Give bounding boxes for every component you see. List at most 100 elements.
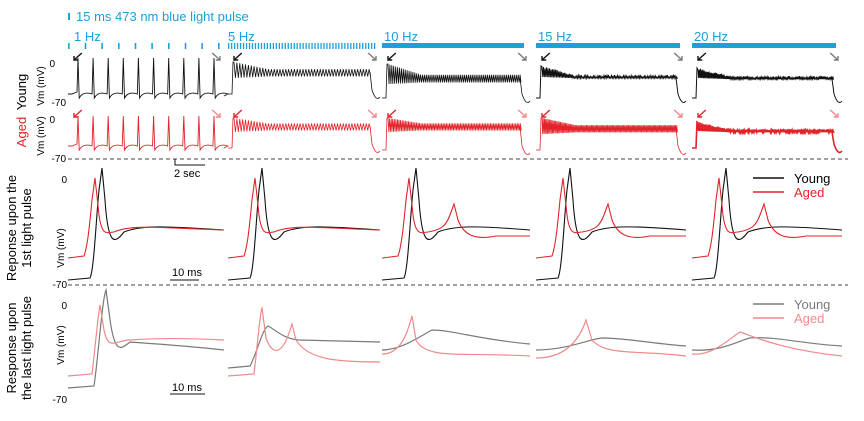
pulse-tick bbox=[234, 43, 235, 49]
arrow-aged-first-0 bbox=[74, 110, 82, 117]
arrow-aged-last-0 bbox=[212, 110, 220, 117]
last-pulse-traces bbox=[68, 290, 842, 388]
pulse-tick bbox=[350, 43, 351, 49]
pulse-bars bbox=[68, 43, 836, 49]
legend-first-aged-text: Aged bbox=[794, 185, 824, 200]
pulse-bar-solid-4 bbox=[692, 43, 836, 48]
row-label-first-pulse-1: Reponse upon the bbox=[4, 175, 19, 281]
pulse-tick bbox=[273, 43, 274, 49]
last-aged-2 bbox=[382, 316, 530, 356]
pulse-bar-solid-2 bbox=[382, 43, 524, 48]
pulse-tick bbox=[270, 43, 271, 49]
pulse-tick bbox=[249, 43, 250, 49]
tick-zero-aged: 0 bbox=[49, 115, 55, 126]
pulse-tick bbox=[317, 43, 318, 49]
aged-trace-10hz bbox=[382, 118, 530, 154]
pulse-tick bbox=[347, 43, 348, 49]
pulse-tick bbox=[261, 43, 262, 49]
pulse-tick bbox=[320, 43, 321, 49]
pulse-tick bbox=[185, 43, 187, 49]
scalebar-2sec: 2 sec bbox=[174, 159, 205, 180]
row-label-last-pulse-2: the last light pulse bbox=[19, 296, 34, 400]
pulse-tick bbox=[335, 43, 336, 49]
tick-minus70-aged: -70 bbox=[52, 154, 67, 165]
pulse-legend: 15 ms 473 nm blue light pulse bbox=[68, 9, 249, 24]
first-young-0 bbox=[68, 168, 224, 280]
first-pulse-traces bbox=[68, 168, 842, 280]
pulse-tick bbox=[276, 43, 277, 49]
row-label-aged: Aged bbox=[14, 117, 29, 147]
young-trace-5hz bbox=[228, 62, 380, 98]
scalebar-10ms-first: 10 ms bbox=[170, 267, 202, 280]
scalebar-10ms-last: 10 ms bbox=[170, 382, 205, 394]
pulse-tick bbox=[168, 43, 170, 49]
pulse-tick bbox=[326, 43, 327, 49]
aged-traces bbox=[68, 116, 842, 154]
pulse-tick bbox=[228, 43, 229, 49]
row-label-last-pulse-1: Response upon bbox=[4, 302, 19, 393]
pulse-tick bbox=[288, 43, 289, 49]
pulse-tick bbox=[353, 43, 354, 49]
scalebar-10ms-last-text: 10 ms bbox=[172, 382, 202, 394]
arrow-aged-last-2 bbox=[518, 110, 526, 117]
first-young-1 bbox=[228, 168, 380, 280]
pulse-tick bbox=[359, 43, 360, 49]
first-young-3 bbox=[536, 168, 686, 280]
pulse-tick bbox=[362, 43, 363, 49]
arrow-aged-first-2 bbox=[388, 110, 396, 117]
pulse-tick bbox=[267, 43, 268, 49]
last-aged-0 bbox=[68, 305, 224, 376]
pulse-tick bbox=[291, 43, 292, 49]
legend-first-young-text: Young bbox=[794, 171, 830, 186]
pulse-tick bbox=[329, 43, 330, 49]
scalebar-2sec-line bbox=[175, 159, 205, 165]
freq-label-5hz: 5 Hz bbox=[228, 29, 255, 44]
young-traces bbox=[68, 58, 842, 102]
arrow-aged-first-4 bbox=[698, 110, 706, 117]
freq-label-15hz: 15 Hz bbox=[538, 29, 572, 44]
pulse-tick bbox=[300, 43, 301, 49]
row-label-first-pulse-2: 1st light pulse bbox=[19, 188, 34, 268]
row-label-young: Young bbox=[14, 74, 29, 110]
pulse-tick bbox=[264, 43, 265, 49]
pulse-tick bbox=[282, 43, 283, 49]
pulse-tick bbox=[68, 43, 70, 49]
arrow-young-first-3 bbox=[542, 53, 550, 60]
vm-label-first: Vm (mV) bbox=[56, 228, 67, 267]
tick-minus70-first: -70 bbox=[53, 280, 68, 291]
pulse-tick bbox=[279, 43, 280, 49]
young-trace-15hz bbox=[536, 66, 686, 102]
pulse-tick bbox=[297, 43, 298, 49]
pulse-tick bbox=[201, 43, 203, 49]
pulse-tick bbox=[332, 43, 333, 49]
first-aged-1 bbox=[228, 178, 380, 258]
arrow-young-first-2 bbox=[388, 53, 396, 60]
legend-last: Young Aged bbox=[753, 297, 830, 326]
last-young-2 bbox=[382, 330, 530, 350]
pulse-tick bbox=[294, 43, 295, 49]
frequency-labels: 1 Hz 5 Hz 10 Hz 15 Hz 20 Hz bbox=[74, 29, 728, 44]
pulse-tick bbox=[303, 43, 304, 49]
tick-zero-young: 0 bbox=[49, 59, 55, 70]
pulse-bar-solid-3 bbox=[536, 43, 680, 48]
pulse-tick bbox=[356, 43, 357, 49]
last-young-4 bbox=[692, 338, 842, 351]
pulse-tick bbox=[308, 43, 309, 49]
aged-trace-20hz bbox=[692, 122, 842, 152]
pulse-tick bbox=[240, 43, 241, 49]
arrow-aged-first-3 bbox=[542, 110, 550, 117]
arrow-young-first-1 bbox=[234, 53, 242, 60]
pulse-tick bbox=[374, 43, 375, 49]
pulse-tick bbox=[341, 43, 342, 49]
young-trace-10hz bbox=[382, 64, 530, 102]
pulse-tick bbox=[371, 43, 372, 49]
arrow-aged-last-1 bbox=[368, 110, 376, 117]
arrow-aged-last-4 bbox=[830, 110, 838, 117]
vm-label-last: Vm (mV) bbox=[56, 325, 67, 364]
arrow-young-last-1 bbox=[368, 53, 376, 60]
pulse-tick bbox=[135, 43, 137, 49]
pulse-tick bbox=[151, 43, 153, 49]
young-trace-1hz bbox=[68, 58, 228, 98]
arrow-aged-last-3 bbox=[674, 110, 682, 117]
